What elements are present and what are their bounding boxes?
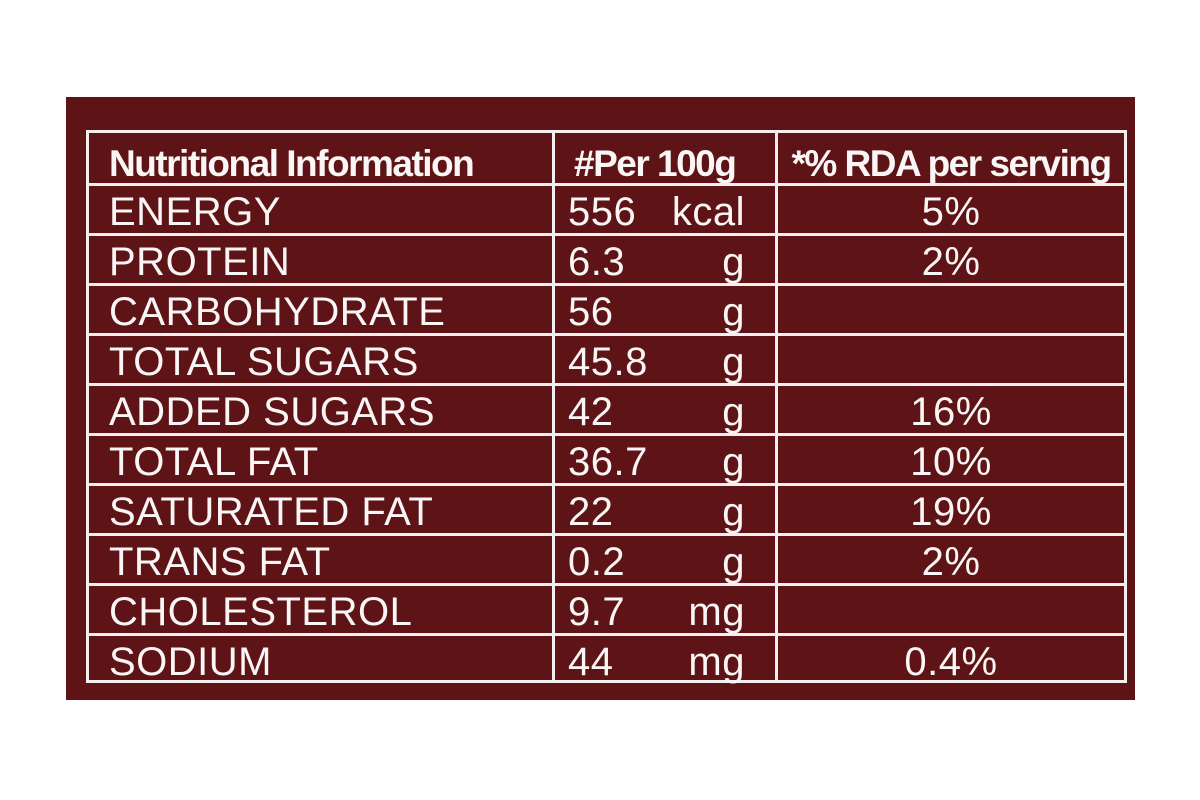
row-divider (89, 533, 1124, 536)
header-cell: #Per 100g (574, 143, 737, 184)
unit: g (722, 540, 745, 584)
unit: g (722, 340, 745, 384)
column-divider (775, 133, 778, 680)
amount: 44 (568, 640, 614, 684)
amount: 42 (568, 390, 614, 434)
row-divider (89, 633, 1124, 636)
amount: 0.2 (568, 540, 626, 584)
row-divider (89, 233, 1124, 236)
amount: 6.3 (568, 240, 626, 284)
rda-percent: 10% (910, 440, 992, 484)
header-cell: *% RDA per serving (791, 143, 1112, 184)
amount: 56 (568, 290, 614, 334)
nutrition-table: Nutritional Information #Per 100g *% RDA p… (86, 130, 1127, 683)
row-divider (89, 583, 1124, 586)
row-divider (89, 333, 1124, 336)
nutrient-name: SODIUM (109, 640, 272, 684)
unit: g (722, 440, 745, 484)
nutrient-name: ENERGY (109, 190, 281, 234)
rda-percent: 19% (910, 490, 992, 534)
nutrient-name: CHOLESTEROL (109, 590, 413, 634)
amount: 556 (568, 190, 637, 234)
nutrient-name: TRANS FAT (109, 540, 331, 584)
amount: 22 (568, 490, 614, 534)
rda-percent: 2% (921, 240, 981, 284)
amount: 45.8 (568, 340, 648, 384)
rda-percent: 5% (921, 190, 981, 234)
unit: kcal (671, 190, 745, 234)
unit: g (722, 240, 745, 284)
nutrient-name: ADDED SUGARS (109, 390, 436, 434)
row-divider (89, 483, 1124, 486)
rda-percent: 2% (921, 540, 981, 584)
row-divider (89, 383, 1124, 386)
package-background (66, 97, 1135, 700)
rda-percent: 0.4% (904, 640, 998, 684)
nutrient-name: PROTEIN (109, 240, 291, 284)
column-divider (552, 133, 555, 680)
nutrient-name: TOTAL FAT (109, 440, 319, 484)
rda-percent: 16% (910, 390, 992, 434)
unit: g (722, 390, 745, 434)
amount: 9.7 (568, 590, 626, 634)
amount: 36.7 (568, 440, 648, 484)
header-cell: Nutritional Information (109, 143, 475, 184)
nutrient-name: SATURATED FAT (109, 490, 434, 534)
unit: mg (688, 640, 745, 684)
unit: mg (688, 590, 745, 634)
row-divider (89, 183, 1124, 186)
unit: g (722, 490, 745, 534)
row-divider (89, 283, 1124, 286)
nutrient-name: TOTAL SUGARS (109, 340, 419, 384)
row-divider (89, 433, 1124, 436)
unit: g (722, 290, 745, 334)
nutrient-name: CARBOHYDRATE (109, 290, 446, 334)
